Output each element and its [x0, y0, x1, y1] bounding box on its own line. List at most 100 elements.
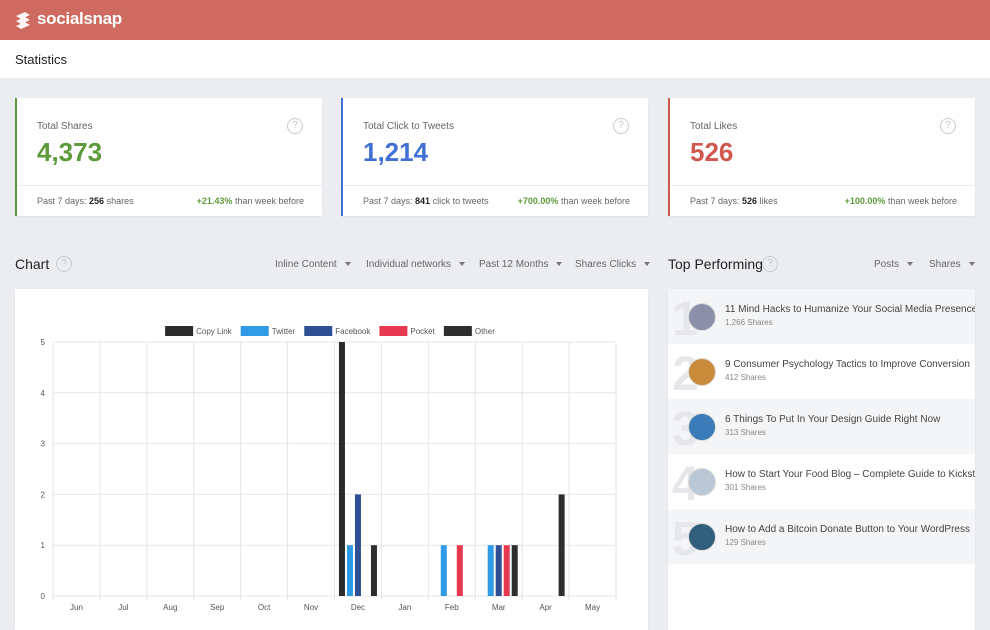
divider [343, 185, 648, 186]
stat-value: 1,214 [363, 137, 429, 167]
post-shares: 129 Shares [725, 538, 766, 547]
post-thumb [688, 468, 716, 496]
bar [503, 545, 510, 596]
period-label: Past 7 days: [37, 196, 87, 206]
stat-label: Total Likes [690, 121, 738, 132]
period-count: 526 [742, 196, 758, 206]
post-shares: 412 Shares [725, 373, 766, 382]
x-tick-label: Oct [258, 603, 271, 612]
post-title: 6 Things To Put In Your Design Guide Rig… [725, 414, 941, 425]
x-tick-label: Feb [445, 603, 459, 612]
post-thumb [688, 358, 716, 386]
post-title: 9 Consumer Psychology Tactics to Improve… [725, 359, 970, 370]
x-tick-label: Mar [492, 603, 506, 612]
x-tick-label: Jul [118, 603, 128, 612]
post-shares: 301 Shares [725, 483, 766, 492]
logo-icon [16, 12, 30, 29]
x-tick-label: Jun [70, 603, 83, 612]
help-icon: ? [287, 118, 303, 134]
bar [558, 494, 565, 596]
stat-period: Past 7 days: 841 click to tweets [363, 196, 489, 206]
bar [346, 545, 353, 596]
divider [17, 185, 322, 186]
stat-label: Total Shares [37, 121, 93, 132]
x-tick-label: Apr [539, 603, 552, 612]
change-value: +21.43% [196, 196, 233, 206]
bar [511, 545, 518, 596]
post-row[interactable]: 5 How to Add a Bitcoin Donate Button to Y… [668, 509, 975, 564]
x-tick-label: May [585, 603, 600, 612]
legend-label: Copy Link [196, 327, 233, 336]
post-shares: 313 Shares [725, 428, 766, 437]
stat-change: +21.43% than week before [197, 196, 304, 206]
post-row[interactable]: 4 How to Start Your Food Blog – Complete … [668, 454, 975, 509]
legend-label: Other [475, 327, 495, 336]
stat-label: Total Click to Tweets [363, 121, 454, 132]
stat-card: Total Likes? 526 Past 7 days: 526 likes +10… [668, 98, 975, 216]
bar [338, 342, 345, 596]
filter-dropdown[interactable]: Shares [929, 259, 975, 270]
legend-swatch [379, 326, 408, 336]
bar [440, 545, 447, 596]
period-unit: likes [759, 196, 778, 206]
x-tick-label: Dec [351, 603, 365, 612]
stat-card: Total Shares? 4,373 Past 7 days: 256 share… [15, 98, 322, 216]
period-count: 841 [415, 196, 431, 206]
period-unit: shares [106, 196, 134, 206]
stat-change: +700.00% than week before [518, 196, 630, 206]
filter-dropdown[interactable]: Shares Clicks [575, 259, 650, 270]
stat-change: +100.00% than week before [845, 196, 957, 206]
filter-dropdown[interactable]: Past 12 Months [479, 259, 562, 270]
x-tick-label: Jan [398, 603, 411, 612]
chart-title: Chart [15, 256, 50, 272]
bar [487, 545, 494, 596]
legend-swatch [304, 326, 333, 336]
help-icon: ? [56, 256, 72, 272]
bar [495, 545, 502, 596]
bar [456, 545, 463, 596]
legend-swatch [240, 326, 269, 336]
y-tick-label: 5 [41, 338, 46, 347]
post-row[interactable]: 1 11 Mind Hacks to Humanize Your Social M… [668, 289, 975, 344]
bar [370, 545, 377, 596]
y-tick-label: 0 [41, 592, 46, 601]
y-tick-label: 2 [41, 490, 46, 499]
y-tick-label: 1 [41, 541, 46, 550]
filter-dropdown[interactable]: Posts [874, 259, 913, 270]
post-thumb [688, 413, 716, 441]
help-icon: ? [762, 256, 778, 272]
y-tick-label: 3 [41, 440, 46, 449]
filter-dropdown[interactable]: Individual networks [366, 259, 465, 270]
legend-swatch [165, 326, 194, 336]
change-text: than week before [234, 196, 304, 206]
change-value: +700.00% [517, 196, 559, 206]
stat-period: Past 7 days: 526 likes [690, 196, 778, 206]
page-title: Statistics [15, 52, 68, 67]
stat-value: 4,373 [37, 137, 103, 167]
brand: socialsnap [37, 9, 122, 28]
bar [354, 494, 361, 596]
divider [670, 185, 975, 186]
post-thumb [688, 523, 716, 551]
top-panel: 1 11 Mind Hacks to Humanize Your Social M… [668, 289, 975, 630]
stat-card: Total Click to Tweets? 1,214 Past 7 days: … [341, 98, 648, 216]
change-text: than week before [887, 196, 957, 206]
change-text: than week before [560, 196, 630, 206]
chart-panel [15, 289, 648, 630]
legend-label: Pocket [410, 327, 435, 336]
chart: 0 1 2 3 4 5 Jun Jul Aug Sep Oct Nov Dec Jan Feb Mar Apr M… [41, 326, 617, 612]
legend-label: Facebook [335, 327, 371, 336]
top-bar [0, 0, 990, 40]
legend-swatch [443, 326, 472, 336]
filter-dropdown[interactable]: Inline Content [275, 259, 351, 270]
help-icon: ? [613, 118, 629, 134]
period-unit: click to tweets [432, 196, 489, 206]
y-tick-label: 4 [41, 389, 46, 398]
help-icon: ? [940, 118, 956, 134]
x-tick-label: Sep [210, 603, 225, 612]
post-title: How to Add a Bitcoin Donate Button to Yo… [725, 524, 970, 535]
top-title: Top Performing [668, 256, 763, 272]
